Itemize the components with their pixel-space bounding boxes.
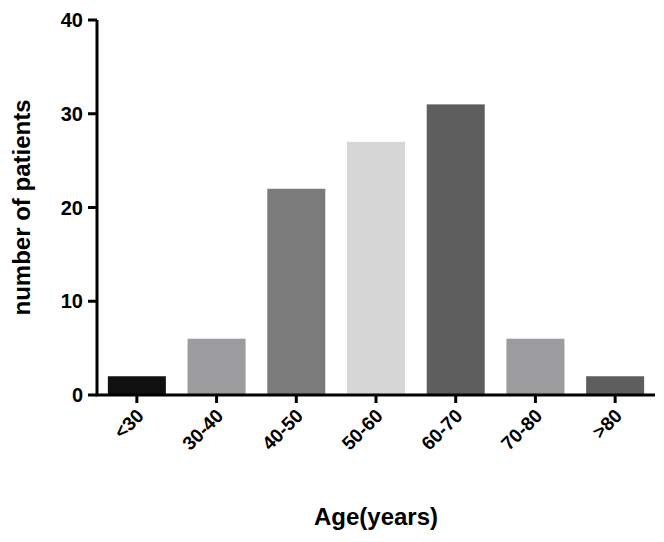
bar	[267, 189, 325, 395]
bar	[506, 339, 564, 395]
bar	[586, 376, 644, 395]
y-tick-label: 0	[72, 384, 83, 406]
chart-svg: 0 10 20 30 40 <30 30-40 40-50 50-60 60-70 70-80 >80…	[0, 0, 664, 542]
x-tick	[135, 395, 138, 403]
x-tick-label: 60-70	[417, 405, 466, 454]
x-tick	[534, 395, 537, 403]
x-tick	[295, 395, 298, 403]
x-axis-title: Age(years)	[314, 503, 438, 530]
y-tick-label: 20	[61, 197, 83, 219]
y-tick-label: 30	[61, 103, 83, 125]
x-tick-label: 70-80	[497, 405, 546, 454]
x-tick-label: 50-60	[338, 405, 387, 454]
x-tick-label: 40-50	[258, 405, 307, 454]
x-tick	[215, 395, 218, 403]
x-tick-label: 30-40	[178, 405, 227, 454]
y-tick	[88, 19, 97, 22]
x-tick-label: <30	[110, 405, 148, 443]
y-tick	[88, 394, 97, 397]
x-tick-label: >80	[588, 405, 626, 443]
y-tick-label: 40	[61, 9, 83, 31]
x-tick	[614, 395, 617, 403]
y-tick	[88, 112, 97, 115]
x-tick	[454, 395, 457, 403]
bars	[108, 104, 644, 395]
x-tick	[375, 395, 378, 403]
bar	[188, 339, 246, 395]
y-tick	[88, 206, 97, 209]
bar	[347, 142, 405, 395]
bar	[108, 376, 166, 395]
y-tick	[88, 300, 97, 303]
y-tick-label: 10	[61, 290, 83, 312]
bar	[427, 104, 485, 395]
y-axis-title: number of patients	[8, 99, 35, 315]
chart: 0 10 20 30 40 <30 30-40 40-50 50-60 60-70 70-80 >80…	[0, 0, 664, 542]
